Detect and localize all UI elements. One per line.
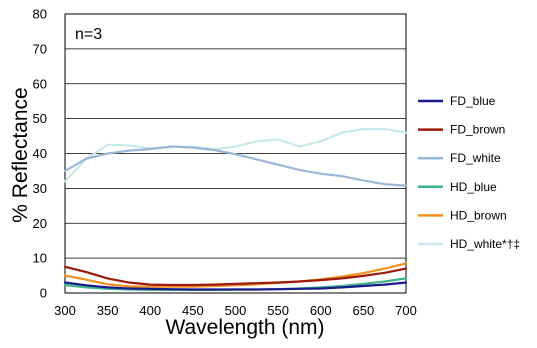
- x-tick-labels: 300 350 400 450 500 550 600 650 700: [54, 303, 417, 318]
- y-tick-label: 70: [33, 41, 47, 56]
- legend-item: FD_white: [418, 151, 501, 165]
- legend-label: HD_brown: [450, 208, 507, 222]
- y-tick-label: 10: [33, 251, 47, 266]
- y-tick-label: 20: [33, 216, 47, 231]
- legend-label: FD_blue: [450, 94, 496, 108]
- y-tick-label: 50: [33, 111, 47, 126]
- x-tick-label: 500: [225, 303, 247, 318]
- legend-label: FD_white: [450, 151, 501, 165]
- x-tick-label: 400: [139, 303, 161, 318]
- y-tick-labels: 0 10 20 30 40 50 60 70 80: [33, 7, 47, 301]
- x-tick-label: 550: [267, 303, 289, 318]
- x-axis-title: Wavelength (nm): [165, 316, 324, 339]
- y-axis-title: % Reflectance: [9, 87, 32, 222]
- series-line-fd_brown: [63, 265, 408, 287]
- legend-label: HD_white*†‡: [450, 237, 520, 251]
- y-tick-label: 0: [40, 286, 47, 301]
- grid-lines: [65, 48, 406, 259]
- y-tick-label: 30: [33, 181, 47, 196]
- x-tick-label: 450: [182, 303, 204, 318]
- x-tick-label: 300: [54, 303, 76, 318]
- plot-area: [64, 13, 407, 294]
- y-tick-label: 60: [33, 76, 47, 91]
- x-tick-label: 350: [97, 303, 119, 318]
- series-line-hd_brown: [63, 262, 408, 288]
- series-line-fd_blue: [63, 281, 408, 291]
- x-tick-label: 600: [310, 303, 332, 318]
- series-line-hd_white: [63, 128, 408, 183]
- legend-item: FD_brown: [418, 123, 505, 137]
- y-tick-label: 80: [33, 7, 47, 22]
- legend-item: HD_brown: [418, 208, 507, 222]
- annotation-n: n=3: [75, 26, 102, 43]
- legend-label: HD_blue: [450, 180, 497, 194]
- series-lines: [63, 128, 408, 291]
- legend-item: HD_blue: [418, 180, 497, 194]
- series-line-fd_white: [63, 145, 408, 187]
- legend: FD_blue FD_brown FD_white HD_blue HD_brown HD…: [418, 94, 520, 251]
- legend-label: FD_brown: [450, 123, 505, 137]
- y-tick-label: 40: [33, 146, 47, 161]
- legend-item: HD_white*†‡: [418, 237, 520, 251]
- x-tick-label: 650: [353, 303, 375, 318]
- x-tick-label: 700: [395, 303, 417, 318]
- legend-item: FD_blue: [418, 94, 496, 108]
